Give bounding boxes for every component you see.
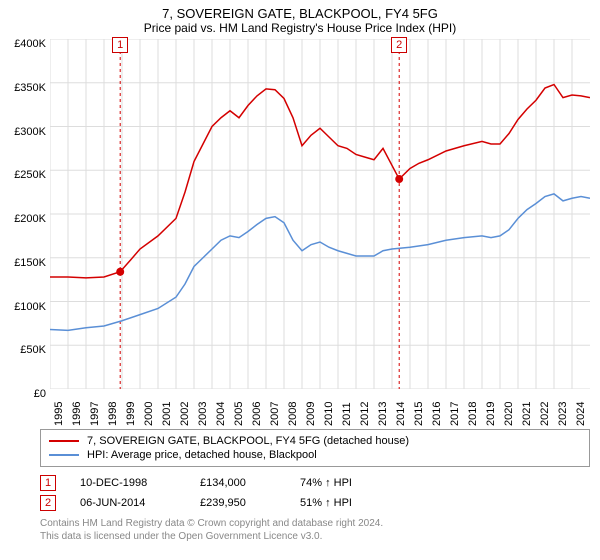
x-tick-label: 2016 <box>431 402 443 426</box>
sale-marker-num: 2 <box>40 495 56 511</box>
footnote: Contains HM Land Registry data © Crown c… <box>40 517 590 543</box>
x-tick-label: 2005 <box>233 402 245 426</box>
sale-hpi: 74% ↑ HPI <box>300 477 400 489</box>
sale-row: 2 06-JUN-2014£239,95051% ↑ HPI <box>40 493 590 513</box>
legend-label: HPI: Average price, detached house, Blac… <box>87 449 317 461</box>
y-tick-label: £0 <box>34 388 46 400</box>
x-tick-label: 1998 <box>107 402 119 426</box>
chart-subtitle: Price paid vs. HM Land Registry's House … <box>0 21 600 39</box>
footnote-line: Contains HM Land Registry data © Crown c… <box>40 517 590 530</box>
x-tick-label: 2000 <box>143 402 155 426</box>
x-tick-label: 2015 <box>413 402 425 426</box>
y-tick-label: £100K <box>14 301 46 313</box>
x-tick-label: 1996 <box>71 402 83 426</box>
legend-item: 7, SOVEREIGN GATE, BLACKPOOL, FY4 5FG (d… <box>49 434 581 448</box>
chart-svg <box>50 39 590 389</box>
x-tick-label: 2003 <box>197 402 209 426</box>
x-tick-label: 2010 <box>323 402 335 426</box>
y-tick-label: £150K <box>14 257 46 269</box>
x-tick-label: 2024 <box>575 402 587 426</box>
y-axis-labels: £0£50K£100K£150K£200K£250K£300K£350K£400… <box>0 44 48 394</box>
legend-label: 7, SOVEREIGN GATE, BLACKPOOL, FY4 5FG (d… <box>87 435 409 447</box>
sale-marker-box: 2 <box>391 37 407 53</box>
x-tick-label: 2020 <box>503 402 515 426</box>
y-tick-label: £200K <box>14 213 46 225</box>
x-tick-label: 2023 <box>557 402 569 426</box>
legend-item: HPI: Average price, detached house, Blac… <box>49 448 581 462</box>
sale-date: 06-JUN-2014 <box>80 497 200 509</box>
y-tick-label: £50K <box>20 344 46 356</box>
x-tick-label: 2008 <box>287 402 299 426</box>
footnote-line: This data is licensed under the Open Gov… <box>40 530 590 543</box>
x-tick-label: 2006 <box>251 402 263 426</box>
sales-table: 1 10-DEC-1998£134,00074% ↑ HPI 2 06-JUN-201… <box>40 473 590 513</box>
x-tick-label: 2001 <box>161 402 173 426</box>
legend-swatch <box>49 454 79 456</box>
sale-hpi: 51% ↑ HPI <box>300 497 400 509</box>
x-tick-label: 2007 <box>269 402 281 426</box>
chart-container: 7, SOVEREIGN GATE, BLACKPOOL, FY4 5FG Pr… <box>0 0 600 560</box>
x-tick-label: 2009 <box>305 402 317 426</box>
x-tick-label: 2011 <box>341 402 353 426</box>
chart-title: 7, SOVEREIGN GATE, BLACKPOOL, FY4 5FG <box>0 0 600 21</box>
x-tick-label: 2004 <box>215 402 227 426</box>
y-tick-label: £350K <box>14 82 46 94</box>
x-tick-label: 1995 <box>53 402 65 426</box>
x-tick-label: 2014 <box>395 402 407 426</box>
sale-row: 1 10-DEC-1998£134,00074% ↑ HPI <box>40 473 590 493</box>
x-tick-label: 2017 <box>449 402 461 426</box>
x-tick-label: 2019 <box>485 402 497 426</box>
x-tick-label: 2021 <box>521 402 533 426</box>
x-tick-label: 2012 <box>359 402 371 426</box>
x-tick-label: 1997 <box>89 402 101 426</box>
x-tick-label: 2022 <box>539 402 551 426</box>
x-tick-label: 1999 <box>125 402 137 426</box>
y-tick-label: £300K <box>14 126 46 138</box>
y-tick-label: £250K <box>14 169 46 181</box>
sale-marker-box: 1 <box>112 37 128 53</box>
sale-marker-num: 1 <box>40 475 56 491</box>
y-tick-label: £400K <box>14 38 46 50</box>
sale-date: 10-DEC-1998 <box>80 477 200 489</box>
sale-price: £134,000 <box>200 477 300 489</box>
x-tick-label: 2013 <box>377 402 389 426</box>
x-tick-label: 2018 <box>467 402 479 426</box>
x-tick-label: 2002 <box>179 402 191 426</box>
legend-swatch <box>49 440 79 442</box>
sale-price: £239,950 <box>200 497 300 509</box>
chart-plot-area: 12 <box>50 39 590 389</box>
x-axis-labels: 1995 1996 1997 1998 1999 2000 2001 2002 2003 2004… <box>50 396 590 436</box>
